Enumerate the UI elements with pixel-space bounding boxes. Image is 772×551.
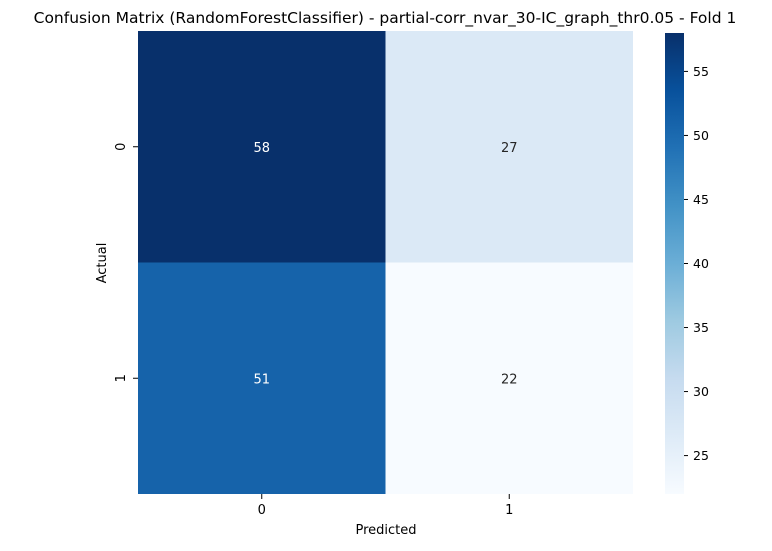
cell-value-label-1-1: 22	[501, 372, 518, 387]
colorbar-tick-label-3: 40	[693, 256, 709, 271]
heatmap-cells: 58 27 51 22	[138, 31, 633, 494]
colorbar-tick-label-2: 35	[693, 320, 709, 335]
heatmap-cell-1-0	[138, 262, 386, 494]
x-tick-label-1: 1	[505, 503, 513, 518]
x-tick-label-0: 0	[258, 503, 266, 518]
colorbar-tick-label-4: 45	[693, 192, 709, 207]
y-tick-label-1: 1	[114, 374, 129, 382]
colorbar-tick-label-0: 25	[693, 448, 709, 463]
cell-value-label-1-0: 51	[253, 372, 270, 387]
y-axis: 01	[114, 143, 138, 382]
heatmap-cell-0-1	[385, 31, 633, 263]
colorbar	[665, 33, 684, 494]
y-axis-label: Actual	[95, 243, 110, 284]
colorbar-tick-label-6: 55	[693, 64, 709, 79]
chart-title: Confusion Matrix (RandomForestClassifier…	[34, 9, 737, 28]
colorbar-tick-label-5: 50	[693, 128, 709, 143]
cell-value-label-0-1: 27	[501, 141, 518, 156]
colorbar-tick-label-1: 30	[693, 384, 709, 399]
x-axis-label: Predicted	[355, 523, 416, 538]
colorbar-ticks: 25 30 35 40 45 50 55	[684, 64, 709, 463]
cell-value-label-0-0: 58	[253, 141, 270, 156]
heatmap-cell-0-0	[138, 31, 386, 263]
y-tick-label-0: 0	[114, 143, 129, 151]
heatmap-cell-1-1	[385, 262, 633, 494]
